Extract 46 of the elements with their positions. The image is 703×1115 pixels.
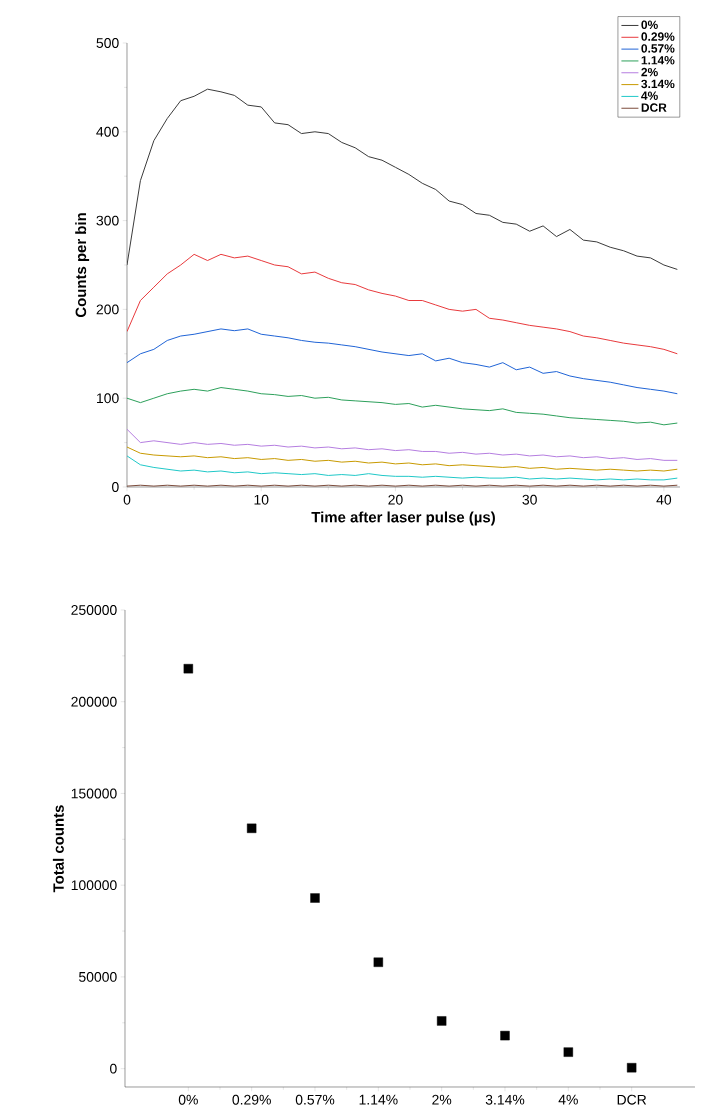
line-series: [127, 253, 678, 355]
x-tick-label: DCR: [617, 1094, 647, 1105]
x-axis-title: Time after laser pulse (µs): [311, 511, 495, 526]
x-tick-label: 0.29%: [232, 1094, 271, 1105]
x-tick-label: 20: [388, 494, 403, 505]
legend-label: 1.14%: [641, 56, 675, 65]
y-tick-label: 50000: [79, 971, 117, 982]
y-tick-label: 200000: [71, 696, 117, 707]
point: [436, 1016, 447, 1026]
legend-label: 0%: [641, 20, 658, 29]
legend-label: 2%: [641, 67, 658, 77]
legend-label: 3.14%: [641, 79, 675, 89]
point: [246, 823, 257, 833]
x-tick-label: 0.57%: [295, 1094, 335, 1105]
x-tick-label: 1.14%: [359, 1094, 398, 1105]
x-tick-label: 40: [656, 494, 672, 505]
legend-label: DCR: [641, 103, 667, 112]
point: [563, 1047, 574, 1057]
y-tick-label: 100000: [71, 880, 117, 891]
point: [183, 664, 194, 674]
y-tick-label: 150000: [71, 788, 117, 799]
y-tick-label: 200: [96, 304, 119, 315]
legend-label: 0.57%: [641, 44, 675, 53]
y-tick-label: 0: [110, 1063, 117, 1074]
y-axis-title: Counts per bin: [75, 213, 90, 318]
x-tick-label: 0: [123, 494, 131, 505]
line-series: [127, 88, 678, 270]
x-tick-label: 3.14%: [485, 1094, 525, 1105]
y-tick-label: 250000: [71, 605, 117, 615]
x-tick-label: 2%: [432, 1094, 452, 1105]
y-axis-title: Total counts: [52, 805, 64, 893]
y-tick-label: 0: [112, 482, 119, 492]
point: [626, 1063, 637, 1073]
x-tick-label: 0%: [178, 1094, 198, 1105]
point: [310, 893, 320, 903]
x-tick-label: 30: [522, 494, 537, 505]
y-tick-label: 100: [97, 393, 119, 404]
x-tick-label: 10: [254, 494, 269, 505]
legend-label: 0.29%: [641, 32, 675, 41]
point: [500, 1030, 510, 1041]
legend-label: 4%: [641, 91, 658, 100]
y-tick-label: 300: [96, 215, 119, 226]
x-tick-label: 4%: [558, 1094, 578, 1105]
y-tick-label: 500: [96, 38, 119, 48]
y-tick-label: 400: [96, 126, 119, 137]
point: [373, 957, 384, 967]
